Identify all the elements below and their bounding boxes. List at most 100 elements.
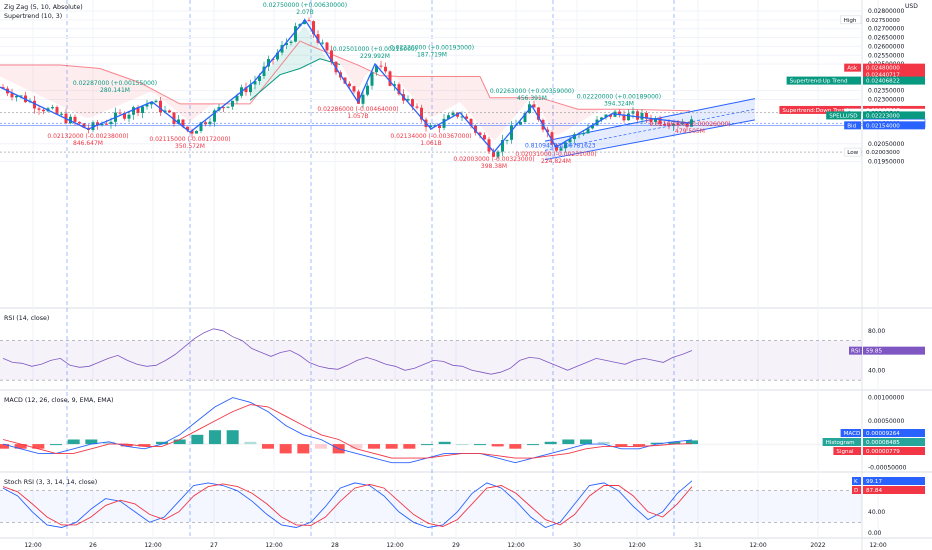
candle-body bbox=[469, 118, 473, 126]
price-panel[interactable]: 0.02750000 (+0.00630000)2.07B 0.02287000 … bbox=[0, 2, 862, 170]
macd-histogram-bar bbox=[244, 441, 257, 445]
macd-histogram-bar bbox=[279, 444, 292, 454]
macd-value-text: 0.00009264 bbox=[866, 431, 900, 437]
channel-mid-line bbox=[544, 108, 756, 151]
stoch-label-bg bbox=[852, 486, 861, 494]
time-tick-label: 30 bbox=[573, 542, 581, 549]
candle-body bbox=[208, 121, 212, 125]
stoch-rsi-panel[interactable] bbox=[0, 480, 862, 529]
candle-body bbox=[523, 113, 527, 122]
candle-body bbox=[451, 112, 455, 116]
candle-body bbox=[51, 107, 54, 109]
macd-histogram-bar bbox=[615, 444, 628, 447]
parallel-channel-fill bbox=[545, 98, 755, 160]
macd-tick-label: 0.00050000 bbox=[868, 418, 904, 425]
price-badge-label: Supertrend:Up Trend bbox=[790, 79, 848, 85]
rsi-line bbox=[2, 328, 693, 375]
price-badge-label: Supertrend:Down Trend bbox=[782, 108, 849, 114]
candle-body bbox=[645, 113, 648, 119]
macd-histogram-bar bbox=[580, 439, 592, 445]
candle-body bbox=[303, 20, 306, 25]
candle-body bbox=[658, 118, 662, 124]
candle-body bbox=[510, 125, 513, 140]
candle-body bbox=[316, 34, 320, 43]
price-badge-label: Bid bbox=[847, 123, 856, 129]
candle-body bbox=[42, 109, 45, 112]
fib-ratio-label: 0.81094583006781623 bbox=[525, 142, 596, 149]
candle-body bbox=[474, 125, 477, 133]
macd-histogram-bar bbox=[350, 444, 363, 449]
candle-body bbox=[415, 106, 419, 108]
stoch-title: Stoch RSI (3, 3, 14, 14, close) bbox=[4, 479, 97, 486]
macd-value-text: 0.00008485 bbox=[866, 440, 900, 446]
candle-body bbox=[555, 144, 558, 151]
candle-body bbox=[406, 99, 410, 101]
candle-body bbox=[262, 66, 266, 76]
candle-body bbox=[177, 119, 180, 124]
price-badge-label-bg bbox=[826, 111, 861, 120]
zigzag-pivot-volume: 846.647M bbox=[73, 140, 103, 147]
candle-body bbox=[627, 113, 630, 121]
candle-body bbox=[447, 115, 450, 119]
stoch-tick-label: 0.00 bbox=[868, 530, 882, 537]
macd-histogram-bar bbox=[32, 444, 45, 449]
candle-body bbox=[109, 121, 113, 125]
candle-body bbox=[267, 59, 270, 67]
candle-body bbox=[532, 104, 536, 108]
candle-body bbox=[55, 107, 59, 114]
price-tick-label: 0.02300000 bbox=[868, 97, 904, 104]
price-badge-label-bg bbox=[844, 63, 861, 72]
candle-body bbox=[343, 77, 347, 84]
macd-value-badge bbox=[863, 447, 925, 455]
candle-body bbox=[285, 42, 288, 46]
macd-histogram-bar bbox=[668, 441, 681, 445]
zigzag-pivot-price: 0.02003000 (-0.00323000) bbox=[453, 156, 534, 163]
zigzag-pivot-price: 0.02226000 (+0.00193000) bbox=[390, 45, 474, 52]
candle-body bbox=[649, 118, 653, 122]
candle-body bbox=[640, 113, 644, 120]
macd-histogram-bar bbox=[597, 441, 610, 445]
candle-body bbox=[429, 125, 432, 128]
candle-body bbox=[100, 123, 104, 126]
candle-body bbox=[600, 117, 603, 120]
price-badge-value: 0.02406822 bbox=[866, 79, 900, 85]
macd-panel[interactable] bbox=[0, 397, 862, 464]
candle-body bbox=[568, 139, 572, 143]
price-tick-label: 0.02050000 bbox=[868, 141, 904, 148]
time-tick-label: 12:00 bbox=[869, 542, 886, 549]
rsi-band-fill bbox=[0, 340, 862, 381]
macd-histogram-bar bbox=[633, 444, 645, 447]
candle-body bbox=[96, 122, 99, 126]
candle-body bbox=[631, 111, 635, 114]
macd-line bbox=[2, 397, 693, 464]
macd-histogram-bar bbox=[103, 441, 115, 445]
rsi-panel[interactable] bbox=[0, 328, 862, 381]
stoch-d-line bbox=[2, 483, 693, 527]
candle-body bbox=[663, 123, 666, 125]
rsi-label-bg bbox=[849, 346, 862, 355]
candle-body bbox=[244, 87, 248, 93]
macd-histogram-bar bbox=[67, 439, 80, 445]
price-badge-label-bg bbox=[779, 105, 861, 114]
macd-title: MACD (12, 26, close, 9, EMA, EMA) bbox=[4, 397, 114, 404]
time-tick-label: 26 bbox=[89, 542, 97, 549]
price-badge-value bbox=[863, 70, 925, 79]
zigzag-pivot-price: 0.02501000 (+0.00215000) bbox=[333, 46, 417, 53]
macd-histogram-bar bbox=[368, 444, 380, 449]
currency-label: USD bbox=[905, 3, 918, 10]
macd-tick-label: -0.00050000 bbox=[868, 464, 907, 471]
candle-body bbox=[37, 108, 41, 110]
zigzag-pivot-price: 0.02115000 (-0.00172000) bbox=[149, 136, 230, 143]
time-tick-label: 12:00 bbox=[24, 542, 41, 549]
rsi-value-text: 59.85 bbox=[866, 349, 882, 355]
macd-histogram-bar bbox=[85, 439, 98, 445]
candle-body bbox=[591, 125, 594, 129]
candle-body bbox=[483, 135, 486, 140]
supertrend-title: Supertrend (10, 3) bbox=[4, 13, 62, 20]
macd-histogram-bar bbox=[544, 441, 557, 445]
candle-body bbox=[681, 123, 684, 125]
candle-body bbox=[393, 84, 396, 86]
zigzag-pivot-volume: 394.324M bbox=[604, 101, 634, 108]
candle-body bbox=[231, 100, 234, 107]
